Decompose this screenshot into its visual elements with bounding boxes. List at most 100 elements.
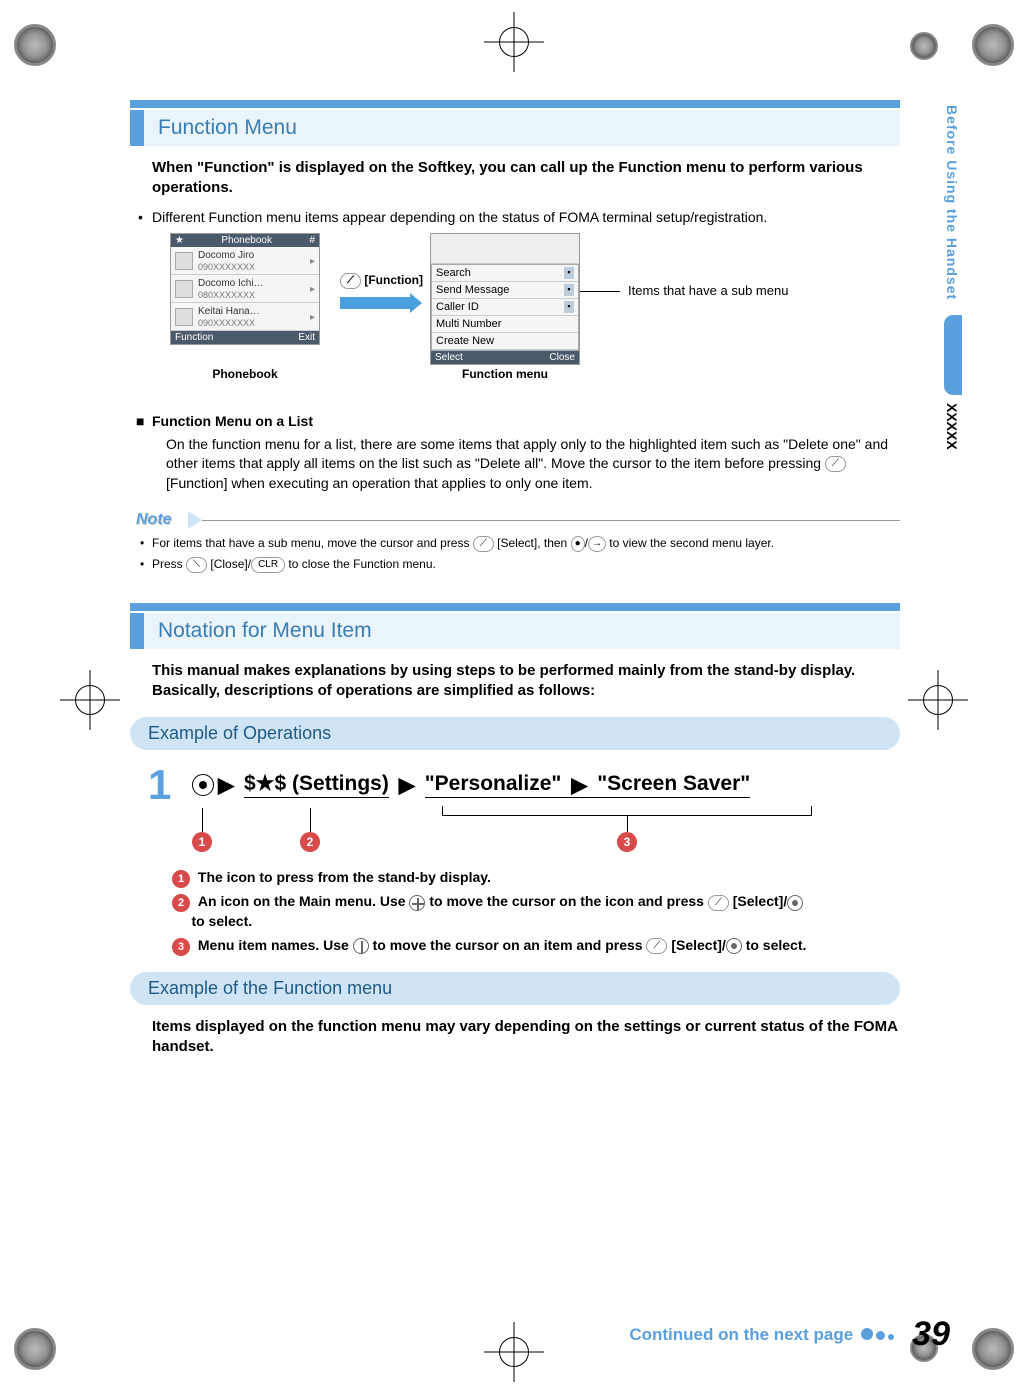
explanation-3: 3 Menu item names. Use to move the curso… <box>130 936 900 956</box>
reg-mark-icon <box>910 32 938 60</box>
function-keycap-icon: ⟋ <box>825 456 846 472</box>
contact-name: Docomo Jiro <box>198 250 305 261</box>
function-menu-list-body: On the function menu for a list, there a… <box>130 435 900 494</box>
center-button-icon <box>192 774 214 796</box>
phonebook-row: Keitai Hana…090XXXXXXX ▸ <box>171 303 319 331</box>
crosshair-icon <box>60 670 120 730</box>
fn-menu-item: Caller ID▪ <box>432 299 578 316</box>
phonebook-row: Docomo Ichi…080XXXXXXX ▸ <box>171 275 319 303</box>
phonebook-row: Docomo Jiro090XXXXXXX ▸ <box>171 247 319 275</box>
callout-line <box>310 808 311 832</box>
callout-badge-3: 3 <box>617 832 637 852</box>
crosshair-icon <box>484 1322 544 1382</box>
phonebook-title-left: ★ <box>175 235 184 246</box>
reg-mark-icon <box>972 24 1014 66</box>
function-menu-screenshot: Search▪ Send Message▪ Caller ID▪ Multi N… <box>430 233 580 365</box>
function-menu-list-heading: Function Menu on a List <box>130 413 900 429</box>
close-keycap-icon: ⟍ <box>186 557 207 573</box>
phonebook-soft-left: Function <box>175 332 213 343</box>
explanation-1: 1 The icon to press from the stand-by di… <box>130 868 900 888</box>
badge-3-icon: 3 <box>172 938 190 956</box>
page-number: 39 <box>912 1315 950 1354</box>
function-menu-bullet: Different Function menu items appear dep… <box>130 209 900 225</box>
crosshair-icon <box>484 12 544 72</box>
section-topbar <box>130 603 900 611</box>
callout-line <box>580 291 620 292</box>
select-keycap-icon: ⟋ <box>708 895 729 911</box>
section-topbar <box>130 100 900 108</box>
contact-phone: 090XXXXXXX <box>198 262 255 272</box>
select-keycap-icon: ⟋ <box>646 938 667 954</box>
fn-menu-item: Create New <box>432 333 578 350</box>
page-content: Function Menu When "Function" is display… <box>130 100 900 1068</box>
callout-badge-1: 1 <box>192 832 212 852</box>
row-arrow-icon: ▸ <box>310 284 315 295</box>
step-number: 1 <box>148 764 192 806</box>
phonebook-caption: Phonebook <box>170 367 320 381</box>
example-fn-lead: Items displayed on the function menu may… <box>130 1017 900 1058</box>
sub-heading-example-fn: Example of the Function menu <box>130 972 900 1005</box>
callout-bracket <box>442 806 812 816</box>
phonebook-title-center: Phonebook <box>221 235 272 246</box>
note-title: Note <box>136 511 184 529</box>
submenu-label: Items that have a sub menu <box>628 283 788 298</box>
badge-1-icon: 1 <box>172 870 190 888</box>
note-heading: Note <box>136 511 900 529</box>
submenu-indicator-icon: ▪ <box>564 267 574 279</box>
fn-menu-soft-left: Select <box>435 352 463 363</box>
step-segment-settings: $★$ (Settings) <box>244 772 389 798</box>
arrow-icon: ▶ <box>571 772 587 799</box>
clear-keycap-icon: CLR <box>251 557 285 573</box>
note-chevron-icon <box>188 511 202 529</box>
callout-line <box>202 808 203 832</box>
contact-phone: 080XXXXXXX <box>198 290 255 300</box>
dpad-icon <box>409 895 425 911</box>
submenu-indicator-icon: ▪ <box>564 284 574 296</box>
chapter-label: Before Using the Handset <box>944 105 960 300</box>
phonebook-screenshot: ★ Phonebook # Docomo Jiro090XXXXXXX ▸ Do… <box>170 233 320 345</box>
contact-icon <box>175 308 193 326</box>
chapter-sidebar: Before Using the Handset XXXXX <box>934 105 970 455</box>
function-menu-lead: When "Function" is displayed on the Soft… <box>130 158 900 199</box>
reg-mark-icon <box>14 24 56 66</box>
arrow-icon <box>340 297 410 309</box>
arrow-icon: ▶ <box>399 772 415 799</box>
continued-text: Continued on the next page <box>629 1325 853 1345</box>
step-body: ▶ $★$ (Settings) ▶ "Personalize" ▶ "Scre… <box>192 764 900 797</box>
reg-mark-icon <box>14 1328 56 1370</box>
contact-phone: 090XXXXXXX <box>198 318 255 328</box>
crosshair-icon <box>908 670 968 730</box>
sub-heading-example-ops: Example of Operations <box>130 717 900 750</box>
function-keycap-icon: ⟋ <box>340 273 361 289</box>
contact-icon <box>175 280 193 298</box>
right-key-icon: → <box>588 536 606 552</box>
section-heading-function-menu: Function Menu <box>130 110 900 146</box>
contact-icon <box>175 252 193 270</box>
dpad-vertical-icon <box>353 938 369 954</box>
chapter-tab <box>944 315 962 395</box>
phonebook-soft-right: Exit <box>298 332 315 343</box>
phonebook-title-right: # <box>309 235 315 246</box>
row-arrow-icon: ▸ <box>310 256 315 267</box>
fn-menu-item: Send Message▪ <box>432 282 578 299</box>
operation-step: 1 ▶ $★$ (Settings) ▶ "Personalize" ▶ "Sc… <box>148 764 900 806</box>
badge-2-icon: 2 <box>172 894 190 912</box>
fn-menu-item: Multi Number <box>432 316 578 333</box>
function-label-text: [Function] <box>364 273 423 287</box>
note-item: Press ⟍ [Close]/CLR to close the Functio… <box>130 556 900 573</box>
fn-menu-item: Search▪ <box>432 265 578 282</box>
row-arrow-icon: ▸ <box>310 312 315 323</box>
chapter-placeholder: XXXXX <box>944 403 960 450</box>
callout-row: 1 2 3 <box>192 814 900 864</box>
explanation-2: 2 An icon on the Main menu. Use to move … <box>130 892 900 932</box>
notation-lead: This manual makes explanations by using … <box>130 661 900 702</box>
step-segment-menu-items: "Personalize" ▶ "Screen Saver" <box>425 772 751 798</box>
note-item: For items that have a sub menu, move the… <box>130 535 900 552</box>
fn-menu-caption: Function menu <box>430 367 580 381</box>
screenshots-area: ★ Phonebook # Docomo Jiro090XXXXXXX ▸ Do… <box>130 233 900 403</box>
callout-badge-2: 2 <box>300 832 320 852</box>
section-heading-notation: Notation for Menu Item <box>130 613 900 649</box>
continued-dots-icon <box>861 1325 894 1345</box>
center-button-icon <box>726 938 742 954</box>
submenu-indicator-icon: ▪ <box>564 301 574 313</box>
